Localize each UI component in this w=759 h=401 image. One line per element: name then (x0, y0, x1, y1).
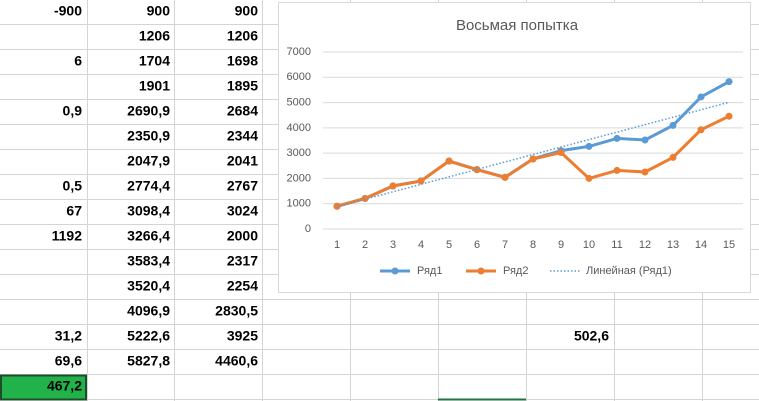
legend-label: Ряд1 (417, 265, 442, 277)
y-tick-label: 6000 (287, 71, 311, 83)
cell-value[interactable]: 2684 (227, 103, 258, 119)
x-tick-label: 10 (583, 239, 595, 251)
cell-value[interactable]: 2047,9 (127, 153, 170, 169)
y-tick-label: 7000 (287, 46, 311, 58)
cell-value[interactable]: 1206 (227, 28, 258, 44)
cell-value[interactable]: 467,2 (47, 378, 82, 394)
cell-value[interactable]: 4096,9 (127, 303, 170, 319)
x-tick-label: 12 (639, 239, 651, 251)
data-point (613, 134, 621, 142)
y-tick-label: 0 (305, 223, 311, 235)
x-tick-label: 13 (667, 239, 679, 251)
x-tick-label: 4 (418, 239, 424, 251)
x-tick-label: 9 (558, 239, 564, 251)
data-point (641, 136, 649, 144)
cell-value[interactable]: 0,5 (63, 178, 83, 194)
trendline (336, 101, 730, 208)
cell-value[interactable]: 31,2 (55, 328, 82, 344)
cell-value[interactable]: 502,6 (574, 328, 609, 344)
cell-value[interactable]: 1192 (52, 228, 83, 244)
data-point (697, 126, 705, 134)
x-tick-label: 14 (695, 239, 707, 251)
x-tick-label: 2 (362, 239, 368, 251)
selected-cell[interactable] (0, 374, 87, 401)
cell-value[interactable]: 2350,9 (127, 128, 170, 144)
cell-value[interactable]: 2041 (227, 153, 258, 169)
cell-value[interactable]: 1901 (139, 78, 170, 94)
x-tick-label: 7 (502, 239, 508, 251)
cell-value[interactable]: 2000 (227, 228, 258, 244)
cell-value[interactable]: 1206 (139, 28, 170, 44)
cell-value[interactable]: 69,6 (55, 353, 82, 369)
data-point (669, 121, 677, 129)
y-tick-label: 2000 (287, 172, 311, 184)
cell-value[interactable]: 0,9 (63, 103, 83, 119)
data-point (445, 157, 453, 165)
cell-value[interactable]: 900 (235, 3, 259, 19)
y-tick-label: 5000 (287, 96, 311, 108)
data-point (389, 182, 397, 190)
cell-value[interactable]: 5827,8 (127, 353, 170, 369)
x-tick-label: 1 (334, 239, 340, 251)
cell-value[interactable]: 2317 (227, 253, 258, 269)
cell-value[interactable]: 1704 (139, 53, 170, 69)
cell-value[interactable]: 2254 (227, 278, 258, 294)
data-point (585, 142, 593, 150)
data-point (585, 174, 593, 182)
cell-value[interactable]: 3583,4 (127, 253, 170, 269)
x-tick-label: 6 (474, 239, 480, 251)
cell-value[interactable]: 67 (66, 203, 82, 219)
cell-value[interactable]: -900 (54, 3, 82, 19)
cell-value[interactable]: 2767 (227, 178, 258, 194)
y-tick-label: 4000 (287, 122, 311, 134)
cell-value[interactable]: 3925 (227, 328, 258, 344)
y-tick-label: 3000 (287, 147, 311, 159)
data-point (641, 168, 649, 176)
x-tick-label: 11 (611, 239, 622, 251)
data-point (697, 93, 705, 101)
chart-area[interactable] (278, 2, 751, 293)
cell-value[interactable]: 3098,4 (127, 203, 170, 219)
data-point (529, 155, 537, 163)
data-point (725, 78, 733, 86)
x-tick-label: 3 (390, 239, 396, 251)
cell-value[interactable]: 5222,6 (127, 328, 170, 344)
legend-marker (391, 267, 399, 275)
cell-value[interactable]: 3266,4 (127, 228, 170, 244)
data-point (417, 177, 425, 185)
data-point (557, 149, 565, 157)
cell-value[interactable]: 1895 (227, 78, 258, 94)
data-point (613, 166, 621, 174)
cell-value[interactable]: 6 (74, 53, 82, 69)
legend-label: Ряд2 (503, 265, 528, 277)
cell-value[interactable]: 900 (147, 3, 171, 19)
data-point (501, 173, 509, 181)
cell-value[interactable]: 3520,4 (127, 278, 170, 294)
x-tick-label: 15 (723, 239, 735, 251)
data-point (669, 153, 677, 161)
cell-value[interactable]: 4460,6 (215, 353, 258, 369)
data-point (725, 112, 733, 120)
chart-title: Восьмая попытка (456, 17, 579, 34)
cell-value[interactable]: 2774,4 (127, 178, 170, 194)
cell-value[interactable]: 2690,9 (127, 103, 170, 119)
legend-label: Линейная (Ряд1) (586, 265, 672, 277)
x-tick-label: 5 (446, 239, 452, 251)
legend-marker (477, 267, 485, 275)
cell-value[interactable]: 2830,5 (215, 303, 258, 319)
cell-value[interactable]: 2344 (227, 128, 258, 144)
cell-value[interactable]: 1698 (227, 53, 258, 69)
x-tick-label: 8 (530, 239, 536, 251)
y-tick-label: 1000 (287, 198, 311, 210)
cell-value[interactable]: 3024 (227, 203, 258, 219)
